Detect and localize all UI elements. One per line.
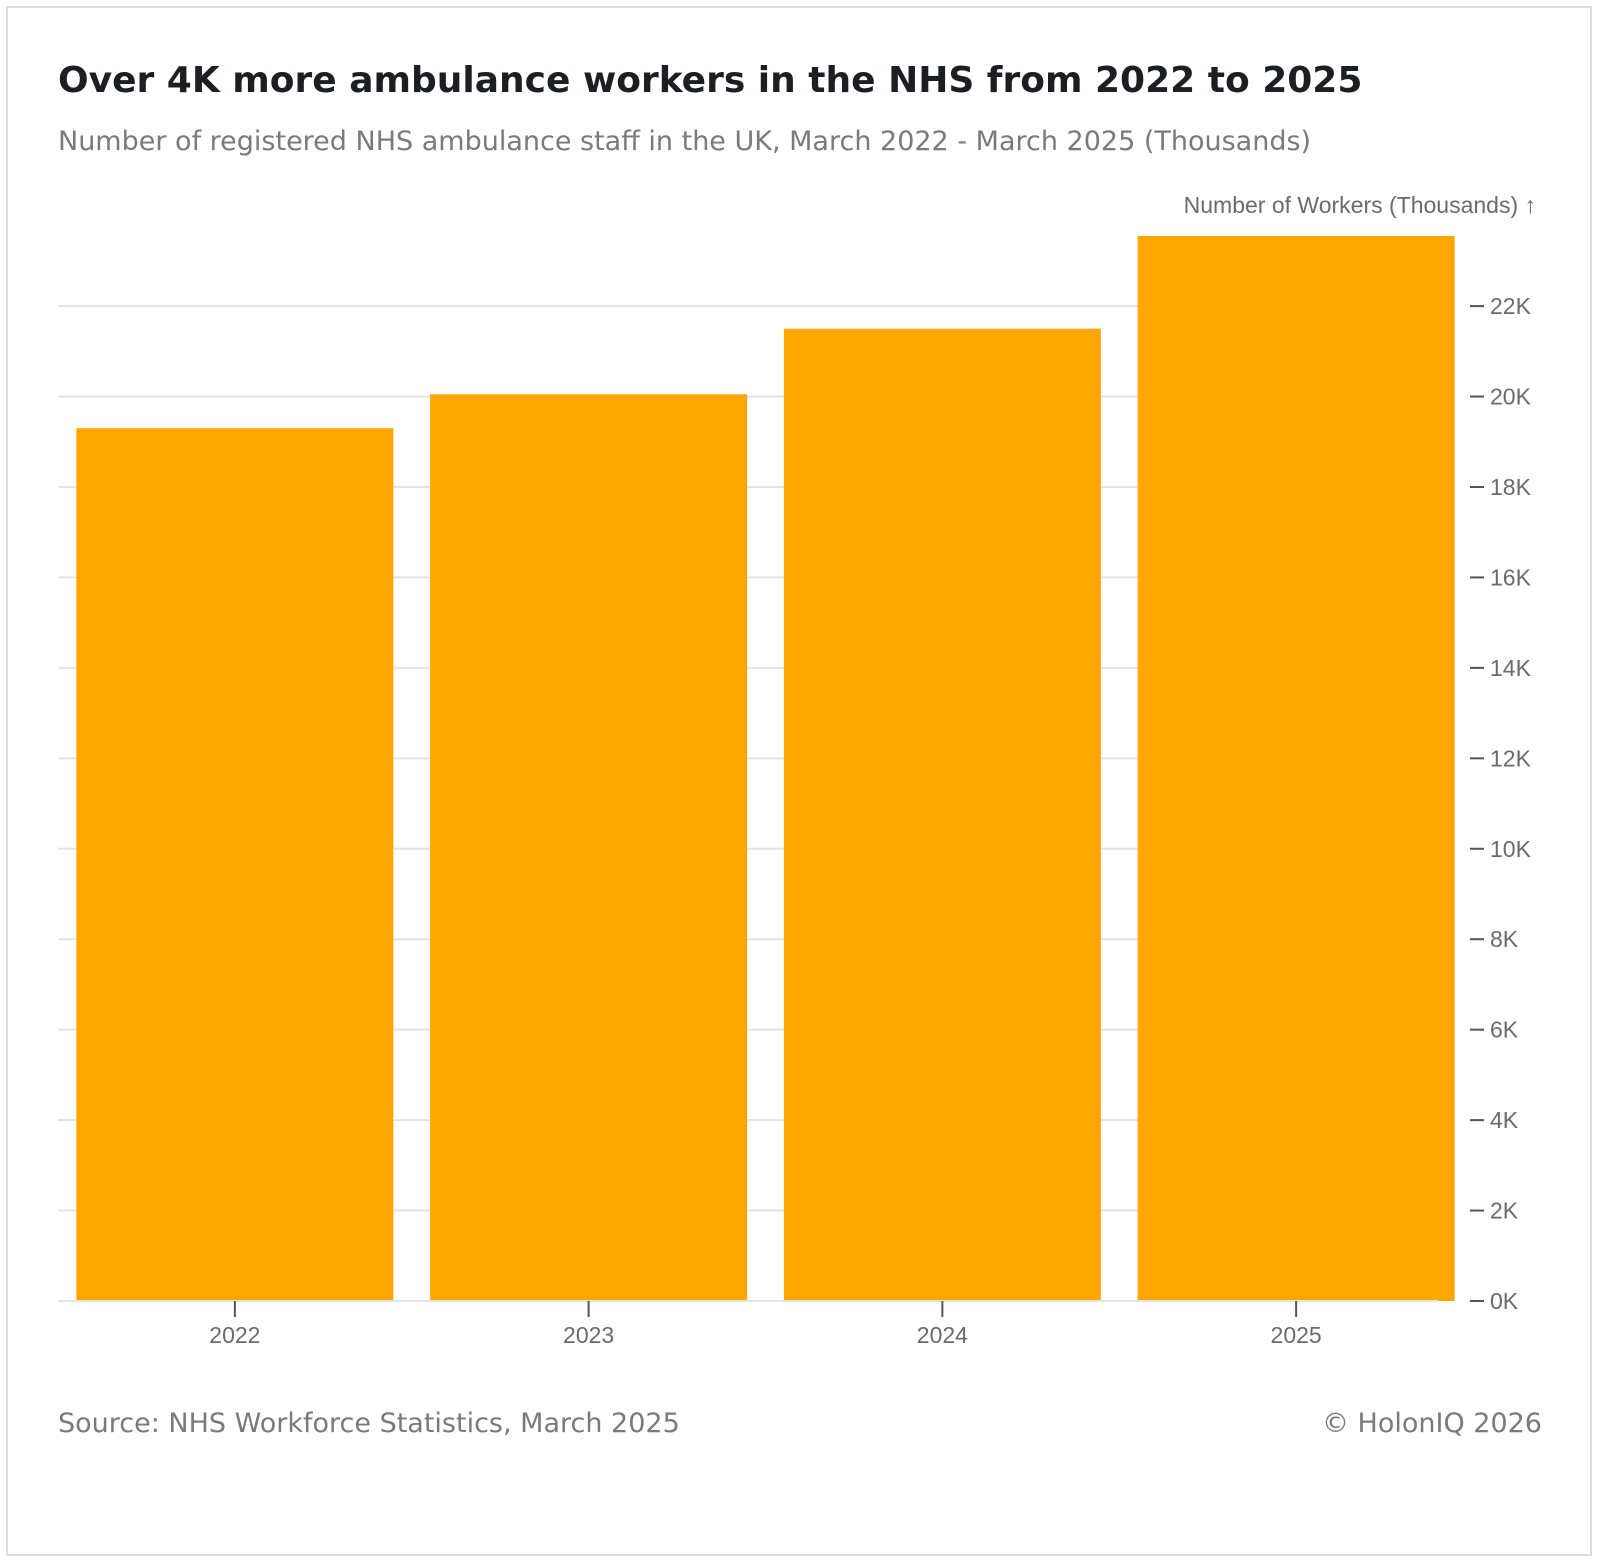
x-tick-label: 2025: [1271, 1322, 1322, 1348]
copyright-note: © HolonIQ 2026: [1321, 1408, 1542, 1439]
y-tick-label: 4K: [1490, 1107, 1519, 1133]
axes: 0K 2K 4K 6K 8K 10K 12K 14K 16K 18K 20K 22K 2022 2023 2…: [58, 293, 1532, 1348]
source-note: Source: NHS Workforce Statistics, March …: [58, 1408, 680, 1439]
y-tick-label: 10K: [1490, 836, 1532, 862]
bars: [76, 236, 1455, 1301]
y-tick-label: 18K: [1490, 474, 1532, 500]
bar-2025[interactable]: [1137, 236, 1455, 1301]
x-tick-label: 2023: [563, 1322, 614, 1348]
y-tick-label: 2K: [1490, 1198, 1519, 1224]
x-tick-label: 2022: [209, 1322, 260, 1348]
y-tick-label: 20K: [1490, 384, 1532, 410]
chart-title: Over 4K more ambulance workers in the NH…: [58, 60, 1363, 101]
y-tick-label: 16K: [1490, 564, 1532, 590]
chart-subtitle: Number of registered NHS ambulance staff…: [58, 126, 1312, 157]
y-tick-label: 0K: [1490, 1288, 1519, 1314]
bar-2022[interactable]: [76, 428, 394, 1301]
y-axis-label: Number of Workers (Thousands) ↑: [1184, 192, 1536, 218]
y-tick-label: 12K: [1490, 745, 1532, 771]
x-tick-label: 2024: [917, 1322, 968, 1348]
y-tick-label: 14K: [1490, 655, 1532, 681]
y-tick-label: 8K: [1490, 926, 1519, 952]
bar-2023[interactable]: [430, 394, 748, 1301]
y-tick-label: 22K: [1490, 293, 1532, 319]
bar-2024[interactable]: [783, 328, 1101, 1301]
y-tick-label: 6K: [1490, 1017, 1519, 1043]
